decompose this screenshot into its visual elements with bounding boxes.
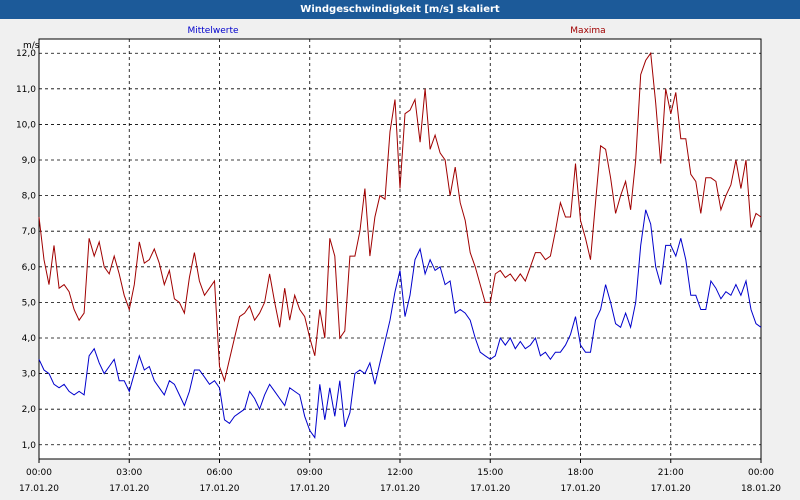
x-tick-time: 00:00 xyxy=(26,468,52,478)
y-tick-label: 5,0 xyxy=(22,298,37,308)
x-tick-time: 15:00 xyxy=(477,468,503,478)
y-tick-label: 10,0 xyxy=(16,120,36,130)
x-tick-date: 17.01.20 xyxy=(651,484,691,494)
y-axis: 1,0 2,0 3,0 4,0 5,0 6,0 7,0 8,0 9,0 10,0 11,0 12,0 xyxy=(16,49,36,451)
x-tick-date: 17.01.20 xyxy=(290,484,330,494)
x-tick-time: 12:00 xyxy=(387,468,413,478)
x-tick-date: 17.01.20 xyxy=(380,484,420,494)
x-tick-date: 17.01.20 xyxy=(560,484,600,494)
series-layer xyxy=(38,51,762,439)
y-axis-label: m/s xyxy=(23,41,40,51)
y-tick-label: 1,0 xyxy=(22,441,37,451)
x-tick-time: 03:00 xyxy=(116,468,142,478)
chart: 1,02,03,04,05,06,07,08,09,010,011,012,0 … xyxy=(16,26,781,494)
y-tick-label: 3,0 xyxy=(22,370,37,380)
x-tick-date: 17.01.20 xyxy=(19,484,59,494)
y-tick-label: 8,0 xyxy=(22,192,37,202)
x-tick-date: 18.01.20 xyxy=(741,484,781,494)
y-tick-label: 4,0 xyxy=(22,334,37,344)
series-mittelwerte-line xyxy=(38,209,762,439)
x-tick-time: 06:00 xyxy=(207,468,233,478)
x-tick-date: 17.01.20 xyxy=(199,484,239,494)
legend-maxima: Maxima xyxy=(570,26,605,36)
x-tick-time: 09:00 xyxy=(297,468,323,478)
y-tick-label: 2,0 xyxy=(22,405,37,415)
y-tick-label: 11,0 xyxy=(16,85,36,95)
x-tick-time: 00:00 xyxy=(748,468,774,478)
legend-mittelwerte: Mittelwerte xyxy=(187,26,238,36)
series-maxima-line xyxy=(38,51,762,383)
x-tick-time: 21:00 xyxy=(658,468,684,478)
x-tick-time: 18:00 xyxy=(568,468,594,478)
y-tick-label: 6,0 xyxy=(22,263,37,273)
x-tick-date: 17.01.20 xyxy=(109,484,149,494)
x-tick-date: 17.01.20 xyxy=(470,484,510,494)
chart-title: Windgeschwindigkeit [m/s] skaliert xyxy=(0,0,800,19)
y-tick-label: 7,0 xyxy=(22,227,37,237)
y-tick-label: 9,0 xyxy=(22,156,37,166)
y-tick-label: 12,0 xyxy=(16,49,36,59)
x-axis: 00:00 17.01.20 03:00 17.01.20 06:00 17.01.20 0… xyxy=(19,459,781,494)
